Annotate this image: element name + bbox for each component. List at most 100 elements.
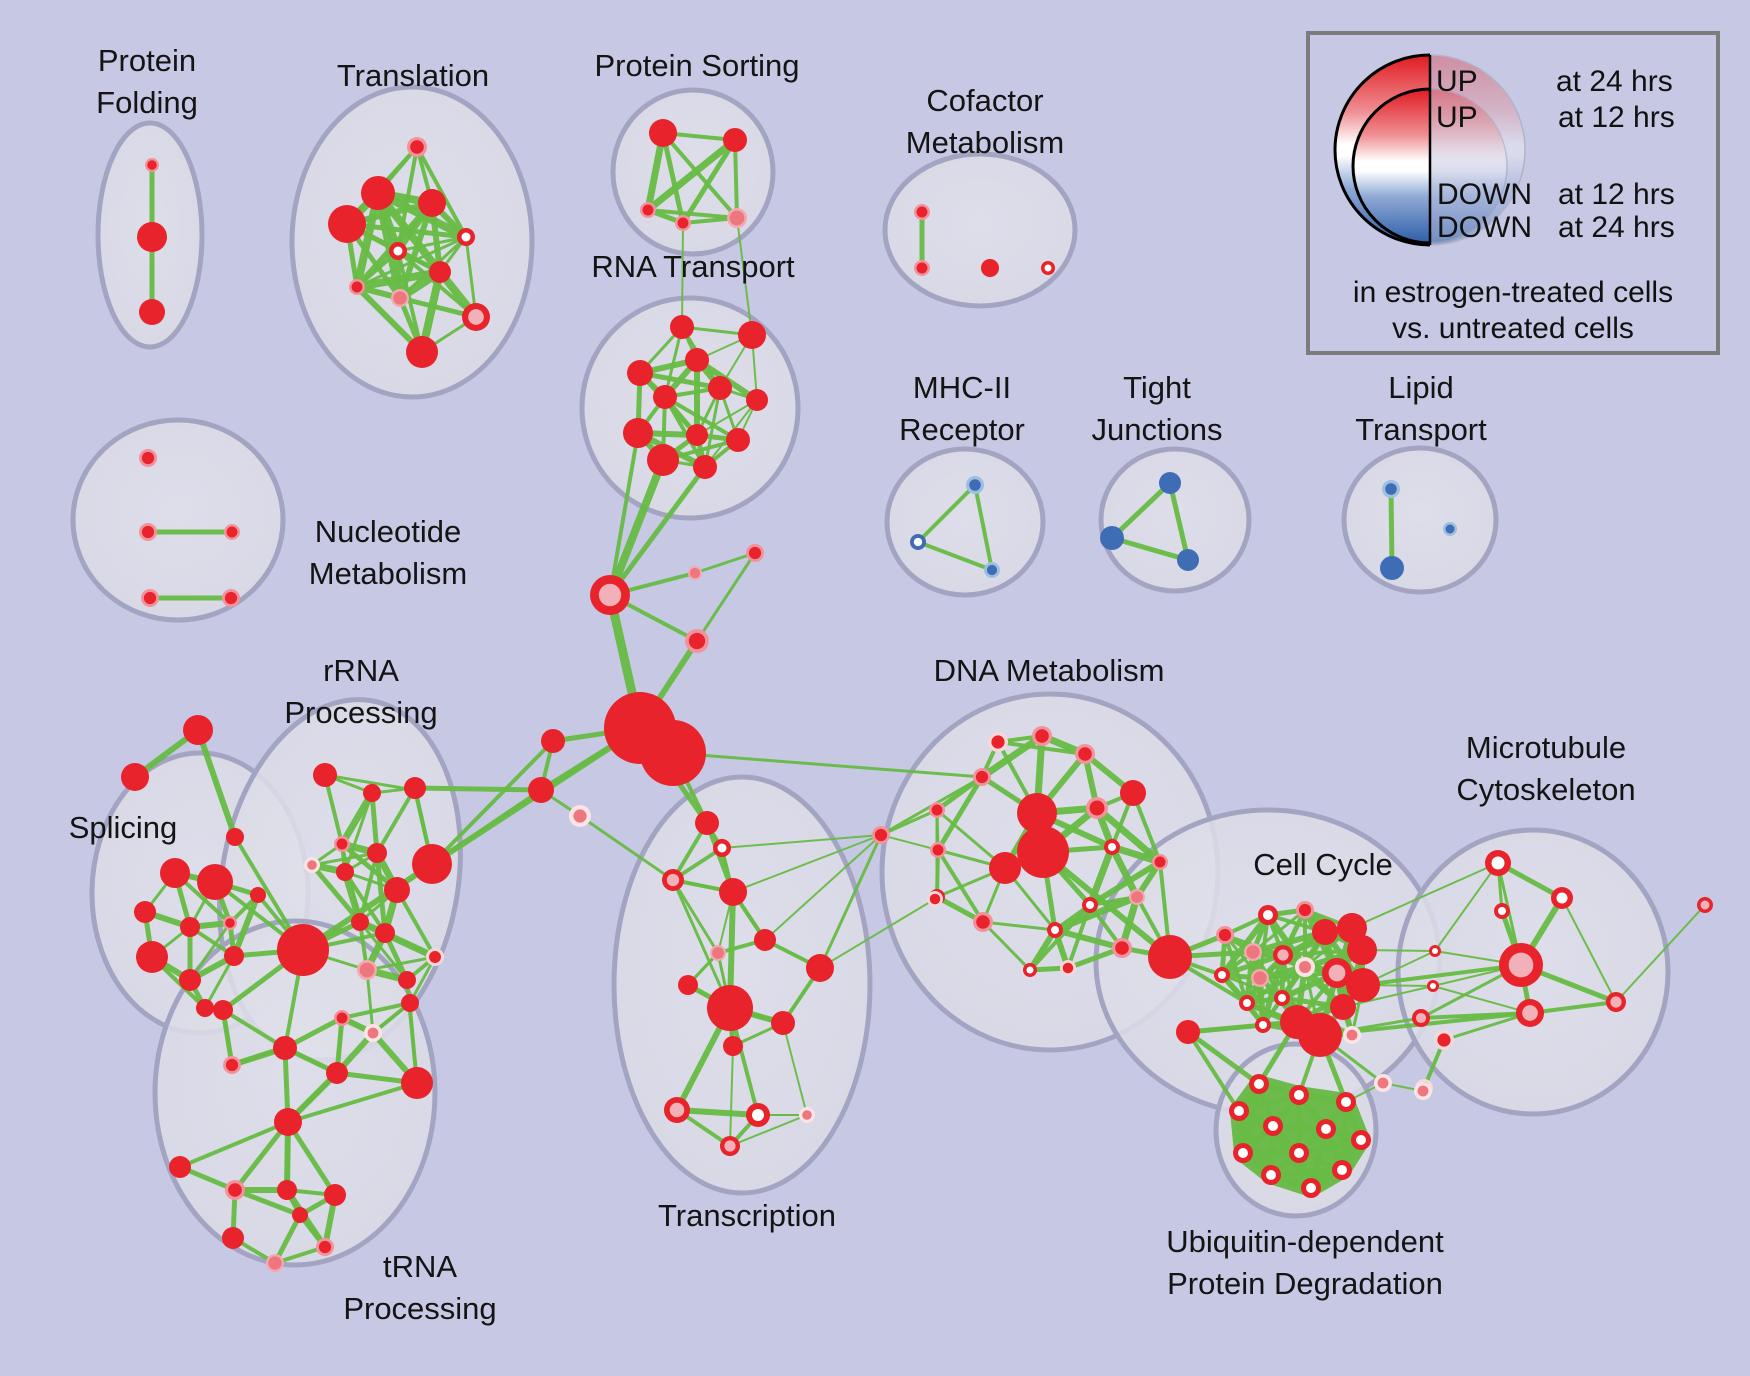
network-node[interactable]: [746, 389, 768, 411]
network-node[interactable]: [375, 923, 395, 943]
network-node[interactable]: [313, 763, 337, 787]
network-node[interactable]: [121, 763, 149, 791]
network-node[interactable]: [723, 128, 747, 152]
network-node[interactable]: [1347, 935, 1377, 965]
network-node[interactable]: [137, 222, 167, 252]
network-node[interactable]: [183, 715, 213, 745]
network-node[interactable]: [1159, 472, 1181, 494]
network-node[interactable]: [1312, 919, 1338, 945]
network-node[interactable]: [169, 1156, 191, 1178]
network-node[interactable]: [274, 1108, 302, 1136]
network-node[interactable]: [670, 315, 694, 339]
network-edge: [369, 790, 380, 856]
network-node[interactable]: [134, 901, 156, 923]
network-node[interactable]: [367, 843, 387, 863]
network-node[interactable]: [1330, 994, 1356, 1020]
network-node-core: [1259, 1021, 1267, 1029]
network-node-core: [1131, 891, 1143, 903]
network-edge: [674, 1107, 761, 1118]
network-node[interactable]: [429, 261, 451, 283]
legend-caption-line1: in estrogen-treated cells: [1353, 276, 1673, 309]
network-node-core: [1700, 900, 1710, 910]
network-node[interactable]: [989, 852, 1021, 884]
network-node-core: [1341, 1097, 1351, 1107]
network-node[interactable]: [1017, 793, 1057, 833]
network-node[interactable]: [685, 348, 709, 372]
network-node[interactable]: [226, 828, 244, 846]
network-node[interactable]: [136, 941, 168, 973]
cluster-label-cf-line1: Cofactor: [926, 83, 1043, 118]
network-node[interactable]: [686, 424, 708, 446]
network-node[interactable]: [213, 1000, 233, 1020]
network-node-core: [1234, 1106, 1244, 1116]
network-node[interactable]: [324, 1184, 346, 1206]
network-node[interactable]: [640, 720, 706, 786]
network-edge: [1342, 985, 1434, 1008]
network-node[interactable]: [647, 444, 679, 476]
network-node[interactable]: [771, 1011, 795, 1035]
network-node[interactable]: [277, 1180, 297, 1200]
network-node[interactable]: [806, 954, 834, 982]
network-node[interactable]: [418, 189, 446, 217]
network-node-core: [1445, 524, 1455, 534]
network-node[interactable]: [401, 1067, 433, 1099]
network-node[interactable]: [292, 1207, 308, 1223]
network-node[interactable]: [180, 917, 200, 937]
network-node[interactable]: [326, 1062, 348, 1084]
network-node[interactable]: [627, 360, 653, 386]
network-node[interactable]: [139, 299, 165, 325]
network-node[interactable]: [1100, 526, 1124, 550]
network-node[interactable]: [1120, 780, 1146, 806]
network-node[interactable]: [1346, 968, 1380, 1002]
network-node[interactable]: [528, 777, 554, 803]
network-node[interactable]: [981, 259, 999, 277]
network-node[interactable]: [196, 999, 214, 1017]
network-node[interactable]: [719, 878, 747, 906]
network-node[interactable]: [197, 864, 233, 900]
network-node[interactable]: [273, 1036, 297, 1060]
network-edge: [981, 920, 1032, 972]
network-node[interactable]: [406, 781, 424, 799]
network-node[interactable]: [541, 729, 565, 753]
network-edge: [606, 456, 667, 599]
network-node[interactable]: [693, 455, 717, 479]
network-node[interactable]: [649, 119, 677, 147]
cluster-ellipse-mh: [884, 446, 1046, 598]
network-node[interactable]: [398, 971, 416, 989]
network-edge: [1167, 480, 1191, 563]
network-node[interactable]: [351, 913, 369, 931]
network-node[interactable]: [678, 975, 698, 995]
network-node[interactable]: [1298, 1013, 1342, 1057]
network-node[interactable]: [277, 924, 329, 976]
network-node[interactable]: [401, 994, 419, 1012]
network-node[interactable]: [1176, 1020, 1200, 1044]
network-node[interactable]: [160, 858, 190, 888]
network-node[interactable]: [1148, 935, 1192, 979]
network-node-core: [969, 479, 981, 491]
network-node[interactable]: [707, 985, 753, 1031]
network-node[interactable]: [723, 1036, 743, 1056]
network-node[interactable]: [726, 428, 750, 452]
network-node[interactable]: [1017, 826, 1069, 878]
network-node[interactable]: [406, 336, 438, 368]
network-node[interactable]: [179, 969, 201, 991]
network-node[interactable]: [412, 844, 452, 884]
network-node[interactable]: [738, 321, 766, 349]
network-node[interactable]: [222, 1227, 244, 1249]
network-node[interactable]: [653, 385, 677, 409]
network-node[interactable]: [250, 887, 266, 903]
network-node[interactable]: [754, 929, 776, 951]
network-node[interactable]: [1177, 549, 1199, 571]
network-node[interactable]: [224, 946, 244, 966]
network-node[interactable]: [1380, 556, 1404, 580]
network-node[interactable]: [328, 205, 366, 243]
network-node[interactable]: [623, 418, 653, 448]
network-node[interactable]: [336, 863, 354, 881]
network-node[interactable]: [384, 877, 410, 903]
network-node-core: [359, 962, 375, 978]
network-node[interactable]: [361, 176, 395, 210]
network-node[interactable]: [695, 811, 719, 835]
network-node[interactable]: [708, 376, 732, 400]
network-node[interactable]: [363, 784, 381, 802]
network-edge: [644, 136, 739, 214]
